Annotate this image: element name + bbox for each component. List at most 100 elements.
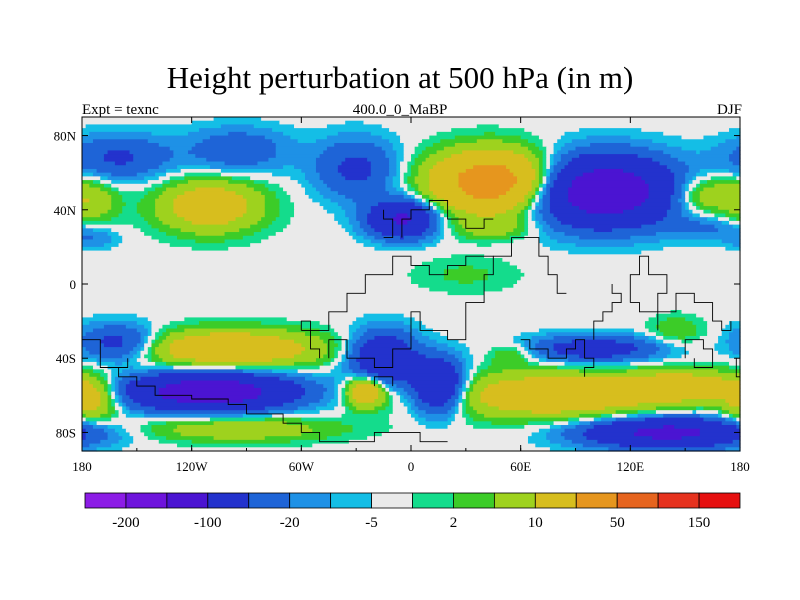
contour-cell [411,384,456,389]
contour-cell [155,347,171,352]
contour-cell [549,187,569,192]
contour-cell [692,339,719,344]
contour-cell [82,235,94,241]
contour-cell [341,387,346,393]
contour-cell [246,183,266,189]
contour-cell [403,176,408,181]
contour-cell [707,324,726,330]
contour-cell [440,139,478,144]
contour-cell [517,350,522,356]
contour-cell [96,406,109,411]
contour-cell [389,391,397,396]
contour-cell [414,180,430,185]
contour-cell [575,176,642,181]
contour-cell [403,194,412,200]
contour-cell [655,335,664,341]
contour-cell [158,217,185,222]
colorbar-label: -200 [112,515,140,531]
contour-cell [129,395,164,400]
contour-cell [542,172,547,177]
contour-cell [147,358,153,363]
contour-cell [341,339,346,344]
contour-cell [136,172,156,177]
contour-cell [517,202,529,207]
contour-cell [454,406,460,411]
contour-cell [612,228,719,233]
coastline [735,358,740,378]
contour-cell [495,354,522,359]
contour-cell [414,157,427,163]
contour-cell [465,343,522,348]
contour-cell [118,432,131,437]
contour-cell [103,183,112,189]
contour-cell [356,206,372,211]
contour-cell [122,335,142,341]
contour-cell [688,187,694,192]
contour-cell [549,194,569,200]
contour-cell [633,243,734,248]
contour-cell [82,161,116,166]
contour-cell [454,391,460,396]
contour-cell [443,272,489,278]
contour-cell [111,206,123,211]
contour-cell [644,332,657,337]
contour-cell [440,217,445,222]
contour-cell [155,406,266,411]
contour-cell [418,183,430,189]
contour-cell [546,191,551,196]
contour-cell [246,202,266,207]
contour-cell [473,376,482,382]
contour-cell [82,354,101,359]
contour-cell [133,365,174,370]
contour-cell [454,399,460,404]
contour-cell [527,220,536,226]
contour-cell [319,399,332,404]
contour-cell [487,402,639,408]
contour-cell [681,191,686,196]
contour-cell [107,425,123,430]
contour-cell [348,384,357,389]
contour-cell [670,350,690,356]
contour-cell [228,131,248,137]
contour-cell [341,421,390,426]
contour-cell [469,380,474,385]
contour-cell [151,354,160,359]
contour-cell [177,194,244,200]
colorbar-swatch [616,492,659,509]
contour-cell [385,180,394,185]
contour-cell [162,161,226,166]
contour-cell [429,154,452,159]
contour-cell [663,150,697,155]
contour-cell [666,213,683,218]
contour-cell [82,380,90,385]
contour-cell [524,194,533,200]
contour-cell [688,217,708,222]
contour-cell [579,369,628,374]
contour-cell [151,183,164,189]
contour-cell [425,235,438,241]
contour-cell [198,128,273,133]
contour-cell [341,354,346,359]
contour-cell [549,246,664,252]
contour-cell [553,146,562,151]
contour-cell [465,373,471,378]
contour-cell [235,365,321,370]
contour-cell [462,399,467,404]
contour-cell [89,198,112,203]
contour-cell [111,198,123,203]
contour-cell [122,395,131,400]
contour-cell [82,287,430,293]
contour-cell [524,425,551,430]
contour-cell [593,228,613,233]
contour-cell [535,443,562,448]
contour-cell [239,380,295,385]
contour-cell [571,224,642,229]
contour-cell [359,335,376,341]
contour-cell [538,328,635,333]
contour-cell [129,432,145,437]
contour-cell [92,313,138,318]
contour-cell [458,380,463,385]
contour-cell [169,146,193,151]
contour-cell [549,439,573,445]
contour-cell [140,339,145,344]
